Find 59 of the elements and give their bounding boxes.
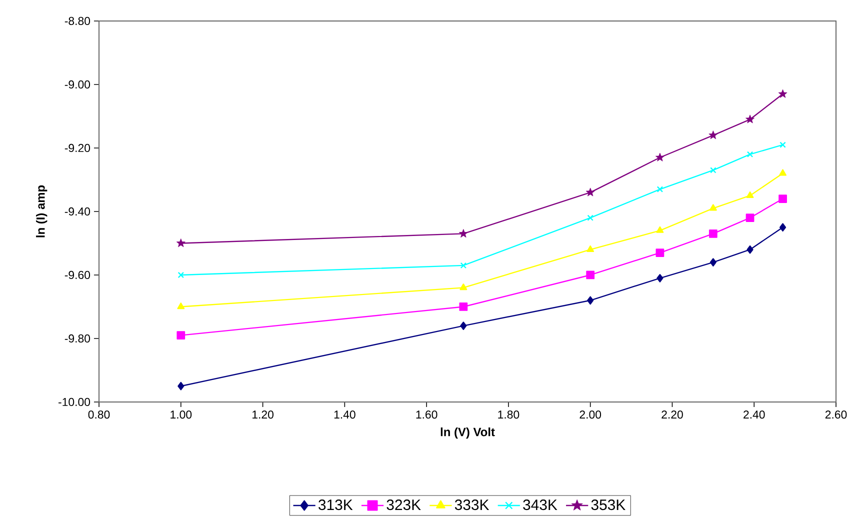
y-tick-label: -9.60	[64, 270, 90, 280]
point	[779, 169, 786, 176]
point	[656, 226, 664, 233]
x-tick-label: 1.00	[170, 410, 192, 419]
x-tick-label: 1.40	[334, 410, 356, 419]
point	[746, 245, 754, 254]
y-tick-label: -9.00	[64, 80, 90, 89]
point	[460, 322, 467, 330]
point	[709, 204, 717, 211]
legend-label: 343K	[523, 500, 558, 510]
legend-label: 333K	[454, 500, 490, 510]
x-tick-label: 0.80	[88, 410, 110, 419]
point	[460, 284, 468, 290]
point	[586, 188, 595, 196]
x-tick-label: 1.60	[416, 410, 438, 419]
x-tick-label: 2.40	[744, 410, 765, 419]
point	[656, 274, 664, 282]
point	[459, 302, 468, 311]
x-tick-label: 1.20	[252, 410, 274, 419]
point	[177, 302, 185, 310]
point	[710, 258, 716, 266]
point	[780, 142, 786, 148]
point	[178, 272, 184, 278]
point	[458, 229, 468, 238]
point	[746, 191, 754, 198]
point	[746, 214, 754, 222]
y-tick-label: -9.20	[64, 144, 90, 152]
legend-label: 353K	[591, 500, 626, 510]
y-tick-label: -10.00	[58, 398, 90, 406]
point	[708, 230, 718, 238]
x-tick-label: 1.80	[498, 410, 520, 419]
point	[176, 331, 186, 340]
point	[178, 382, 184, 390]
point	[746, 151, 754, 158]
point	[176, 238, 186, 248]
point	[656, 186, 664, 192]
legend-label: 323K	[386, 500, 421, 510]
point	[587, 296, 594, 305]
point	[655, 152, 664, 162]
point	[778, 89, 788, 98]
y-axis-title: ln (I) amp	[36, 185, 48, 238]
point	[778, 194, 787, 203]
point	[779, 223, 786, 232]
y-tick-label: -8.80	[64, 16, 90, 26]
point	[587, 214, 594, 221]
x-tick-label: 2.60	[825, 410, 847, 419]
x-tick-label: 2.20	[662, 410, 683, 419]
x-axis-title: ln (V) Volt	[440, 427, 495, 439]
point	[656, 248, 664, 257]
y-tick-label: -9.80	[64, 334, 90, 343]
point	[710, 167, 716, 174]
point	[586, 270, 595, 280]
point	[460, 262, 467, 269]
x-tick-label: 2.00	[580, 410, 602, 419]
y-tick-label: -9.40	[64, 207, 90, 216]
point	[708, 130, 718, 140]
point	[586, 245, 594, 252]
legend-label: 313K	[318, 500, 353, 510]
point	[746, 114, 754, 124]
